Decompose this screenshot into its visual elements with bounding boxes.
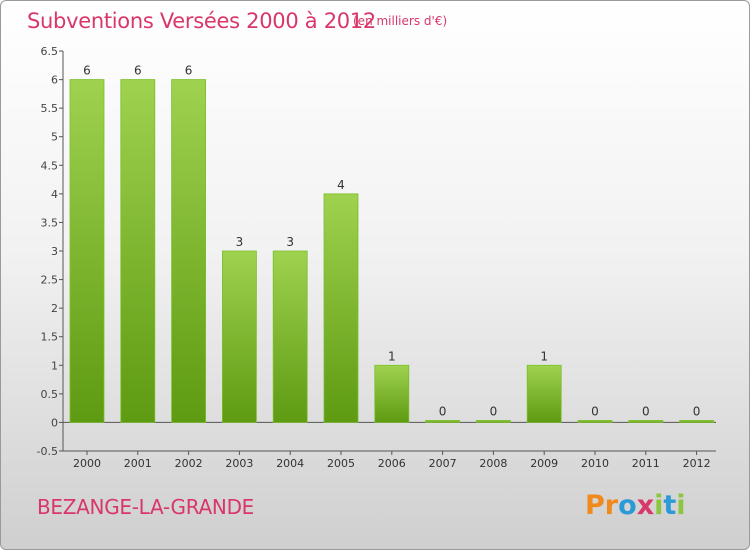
x-tick-label: 2008 [479,457,507,470]
logo-letter: P [585,490,605,521]
logo-letter: i [654,490,664,521]
commune-name: BEZANGE-LA-GRANDE [37,495,255,519]
y-tick-label: 5.5 [41,102,59,115]
bar-value-label: 3 [236,235,244,249]
bar [526,364,562,423]
bar [171,79,207,423]
y-tick-label: -0.5 [37,445,58,458]
x-tick-label: 2004 [276,457,304,470]
logo-letter: r [604,490,619,521]
logo-letter: t [663,490,677,521]
x-tick-label: 2012 [683,457,711,470]
bar-value-label: 1 [540,349,548,363]
bar-value-label: 0 [439,404,447,418]
bar-value-label: 0 [490,404,498,418]
bar-value-label: 0 [591,404,599,418]
y-tick-label: 5 [51,131,58,144]
x-tick-label: 2003 [225,457,253,470]
y-tick-label: 2 [51,302,58,315]
chart-axes: -0.5 0 0.5 1 1.5 2 2.5 3 3.5 4 4.5 5 5.5 6 6.5 [37,45,716,458]
logo-letter: x [636,490,655,521]
bar [628,420,664,423]
x-tick-label: 2006 [378,457,406,470]
y-tick-label: 0 [51,416,58,429]
proxiti-logo: Proxiti [585,490,686,521]
y-tick-label: 2.5 [41,274,59,287]
y-tick-label: 1 [51,359,58,372]
y-tick-label: 1.5 [41,331,59,344]
y-tick-label: 3.5 [41,216,59,229]
y-tick-label: 4.5 [41,159,59,172]
x-tick-label: 2000 [73,457,101,470]
x-tick-label: 2007 [429,457,457,470]
bar [323,193,359,423]
bar-value-label: 6 [134,64,142,78]
chart-labels: 6 2000 6 2001 6 2002 3 2003 3 2004 4 2005 1 2006 0 2007… [73,64,711,470]
bar [374,364,410,423]
bar-value-label: 4 [337,178,345,192]
bar [120,79,156,423]
x-tick-label: 2010 [581,457,609,470]
bar [221,250,257,423]
chart-subtitle: (en milliers d'€) [353,14,448,28]
y-tick-label: 3 [51,245,58,258]
bar [69,79,105,423]
bar-value-label: 6 [185,64,193,78]
bar [475,420,511,423]
x-tick-label: 2009 [530,457,558,470]
bar [272,250,308,423]
x-tick-label: 2011 [632,457,660,470]
chart-title: Subventions Versées 2000 à 2012 [27,9,376,33]
y-tick-label: 6.5 [41,45,59,58]
y-tick-label: 0.5 [41,388,59,401]
bar [679,420,714,423]
logo-letter: i [676,490,686,521]
bar-value-label: 0 [693,404,701,418]
y-tick-label: 4 [51,188,58,201]
y-tick-label: 6 [51,74,58,87]
x-tick-label: 2002 [175,457,203,470]
x-tick-label: 2001 [124,457,152,470]
bar [425,420,461,423]
x-tick-label: 2005 [327,457,355,470]
bar-value-label: 6 [83,64,91,78]
logo-letter: o [618,490,637,521]
bar-value-label: 0 [642,404,650,418]
bar [577,420,613,423]
chart-bars [69,79,714,423]
bar-value-label: 1 [388,349,396,363]
bar-value-label: 3 [286,235,294,249]
